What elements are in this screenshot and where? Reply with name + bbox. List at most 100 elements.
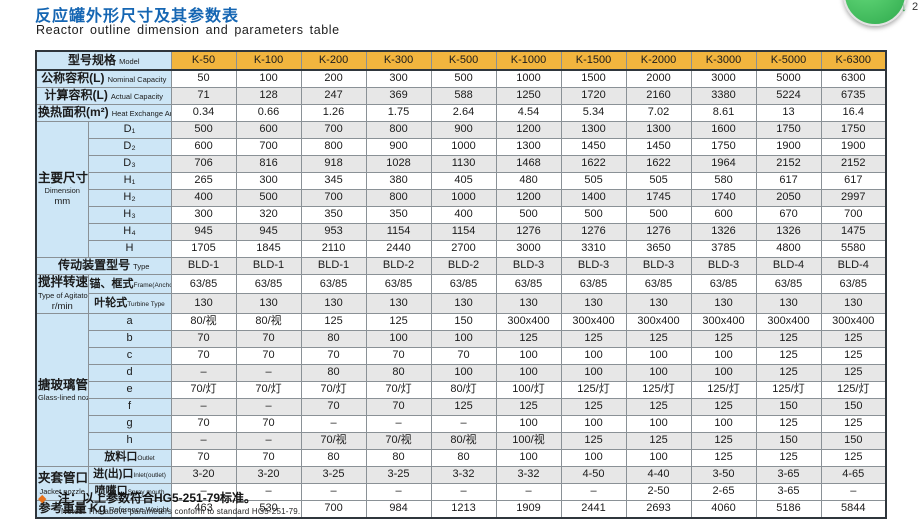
row-label: 参考重量 Kg Reference Weight — [35, 499, 172, 519]
label-text: Inlet(outlet) — [133, 472, 166, 480]
value-cell: 125 — [625, 431, 692, 450]
table-row: H₁ 265 300 345 380 405 480 505 505 580 617 617 — [36, 172, 887, 190]
value-cell: 1750 — [820, 121, 887, 139]
value-cell: 700 — [300, 499, 367, 519]
value-cell: 63/85 — [300, 273, 367, 295]
value-cell: 70 — [235, 346, 302, 365]
value-cell: BLD-1 — [170, 257, 237, 275]
value-cell: 480 — [495, 172, 562, 190]
row-sublabel: H₄ — [87, 223, 172, 241]
value-cell: 100 — [495, 414, 562, 433]
column-header: K-100 — [235, 50, 302, 71]
value-cell: 6735 — [820, 87, 887, 105]
value-cell: 125 — [755, 329, 822, 348]
value-cell: 300x400 — [560, 312, 627, 331]
value-cell: 70 — [430, 346, 497, 365]
value-cell: 4060 — [690, 499, 757, 519]
value-cell: 953 — [300, 223, 367, 241]
value-cell: 1740 — [690, 189, 757, 207]
value-cell: 1909 — [495, 499, 562, 519]
value-cell: 3310 — [560, 240, 627, 258]
label-text: 叶轮式 — [94, 297, 128, 310]
value-cell: 2152 — [820, 155, 887, 173]
value-cell: 70 — [170, 448, 237, 467]
value-cell: 125 — [365, 312, 432, 331]
value-cell: 80/视 — [430, 431, 497, 450]
value-cell: 500 — [495, 206, 562, 224]
value-cell: 2700 — [430, 240, 497, 258]
value-cell: 100 — [690, 363, 757, 382]
value-cell: 5186 — [755, 499, 822, 519]
value-cell: 130 — [495, 293, 562, 314]
value-cell: 3000 — [690, 69, 757, 88]
label-text: 型号规格 — [68, 52, 117, 67]
value-cell: 70/视 — [365, 431, 432, 450]
column-header: K-3000 — [690, 50, 757, 71]
value-cell: 945 — [170, 223, 237, 241]
value-cell: 130 — [755, 293, 822, 314]
table-row: 换热面积(m²) Heat Exchange Area0.340.661.261… — [35, 104, 887, 122]
value-cell: 130 — [300, 293, 367, 314]
value-cell: 150 — [755, 397, 822, 416]
value-cell: 945 — [235, 223, 302, 241]
value-cell: 1130 — [430, 155, 497, 173]
value-cell: 70/灯 — [170, 380, 237, 399]
floating-widget-button[interactable] — [843, 0, 907, 26]
value-cell: 63/85 — [365, 273, 432, 295]
value-cell: 0.34 — [170, 104, 237, 122]
value-cell: 400 — [170, 189, 237, 207]
widget-count: 2 — [912, 1, 918, 13]
table-row: 放料口Outlet 70 70 80 80 80 100 100 100 125 125 125 — [36, 448, 887, 467]
value-cell: 300x400 — [495, 312, 562, 331]
label-text: 锚、框式 — [89, 277, 134, 290]
value-cell: 100 — [495, 363, 562, 382]
value-cell: 50 — [170, 69, 237, 88]
value-cell: 1622 — [560, 155, 627, 173]
value-cell: 100 — [625, 414, 692, 433]
value-cell: 125 — [690, 448, 757, 467]
row-sublabel: 喷嘴口Spray mouth — [87, 482, 172, 501]
value-cell: 100 — [560, 346, 627, 365]
table-row: g 70 70– – –100 100 100 100 125 125 — [36, 414, 887, 433]
column-header: K-2000 — [625, 50, 692, 71]
label-text: e — [126, 383, 133, 396]
value-cell: BLD-4 — [820, 257, 887, 275]
value-cell: 247 — [300, 87, 367, 105]
value-cell: 1900 — [820, 138, 887, 156]
value-cell: 345 — [300, 172, 367, 190]
value-cell: 125/灯 — [690, 380, 757, 399]
value-cell: 2997 — [820, 189, 887, 207]
value-cell: 100 — [690, 346, 757, 365]
value-cell: 4.54 — [495, 104, 562, 122]
table-row: D₃ 706 816 918 1028 1130 1468 1622 1622 1964 2152 2… — [36, 155, 887, 173]
label-text: H₃ — [123, 208, 136, 221]
value-cell: 150 — [820, 397, 887, 416]
column-header: K-5000 — [755, 50, 822, 71]
value-cell: 5224 — [755, 87, 822, 105]
value-cell: – — [235, 482, 302, 501]
row-sublabel: 锚、框式Frame(Anchor)Type — [87, 273, 172, 295]
value-cell: 3-25 — [365, 465, 432, 484]
value-cell: 1200 — [495, 189, 562, 207]
value-cell: 463 — [170, 499, 237, 519]
value-cell: 3-20 — [170, 465, 237, 484]
value-cell: 2693 — [625, 499, 692, 519]
table-row: H₃ 300 320 350 350 400 500 500 500 600 670 700 — [36, 206, 887, 224]
download-arrow-icon[interactable]: ↓ — [901, 0, 907, 14]
value-cell: – — [495, 482, 562, 501]
value-cell: 6300 — [820, 69, 887, 88]
value-cell: 2-65 — [690, 482, 757, 501]
row-sublabel: H₂ — [87, 189, 172, 207]
value-cell: BLD-1 — [300, 257, 367, 275]
value-cell: 5.34 — [560, 104, 627, 122]
value-cell: 1450 — [560, 138, 627, 156]
value-cell: 100 — [560, 414, 627, 433]
value-cell: 350 — [300, 206, 367, 224]
value-cell: BLD-1 — [235, 257, 302, 275]
value-cell: 800 — [365, 121, 432, 139]
value-cell: 100 — [690, 414, 757, 433]
value-cell: 125 — [560, 431, 627, 450]
label-text: c — [126, 349, 133, 362]
label-text: a — [126, 315, 133, 328]
row-label: 公称容积(L) Nominal Capacity — [35, 69, 172, 88]
